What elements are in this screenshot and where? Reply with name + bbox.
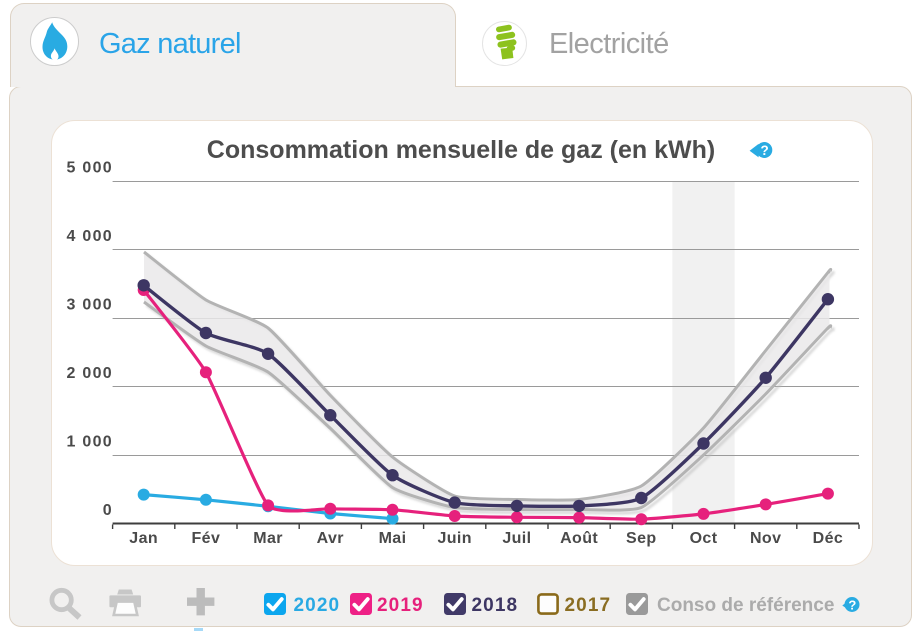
svg-text:1 000: 1 000 <box>66 434 113 451</box>
svg-text:4 000: 4 000 <box>66 228 113 245</box>
svg-text:Sep: Sep <box>626 530 657 547</box>
svg-text:Avr: Avr <box>317 530 344 547</box>
svg-text:Juil: Juil <box>502 530 531 547</box>
svg-text:Août: Août <box>560 530 598 547</box>
svg-text:Juin: Juin <box>437 530 472 547</box>
svg-text:0: 0 <box>103 502 113 519</box>
svg-text:Jan: Jan <box>129 530 158 547</box>
svg-text:5 000: 5 000 <box>66 160 113 177</box>
svg-text:Fév: Fév <box>192 530 221 547</box>
svg-text:3 000: 3 000 <box>66 297 113 314</box>
svg-text:Nov: Nov <box>750 530 781 547</box>
svg-text:Consommation mensuelle de gaz: Consommation mensuelle de gaz (en kWh) <box>207 136 715 164</box>
svg-text:?: ? <box>848 597 856 612</box>
svg-text:Mai: Mai <box>379 530 407 547</box>
svg-text:2 000: 2 000 <box>66 365 113 382</box>
svg-text:Déc: Déc <box>813 530 844 547</box>
svg-text:?: ? <box>760 143 768 158</box>
svg-text:Mar: Mar <box>253 530 283 547</box>
svg-text:Oct: Oct <box>690 530 718 547</box>
